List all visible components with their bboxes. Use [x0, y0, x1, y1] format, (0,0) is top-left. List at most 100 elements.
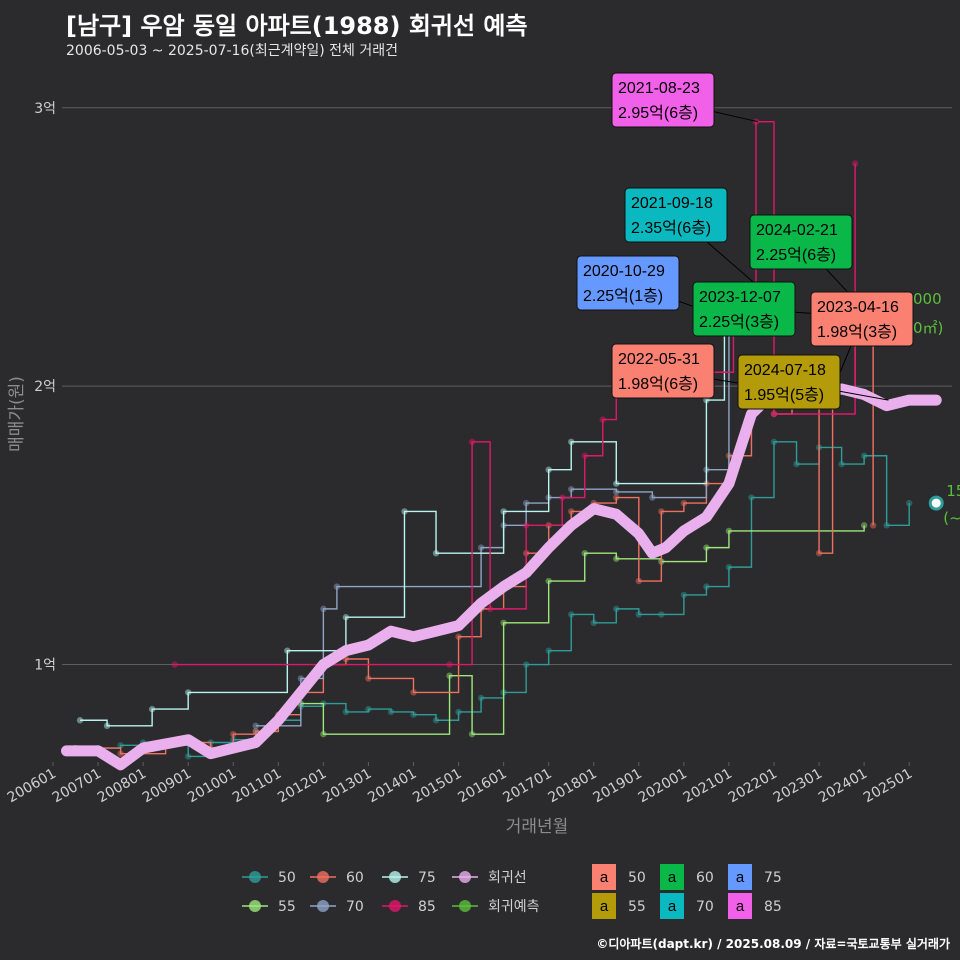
y-tick-label: 3억: [34, 101, 56, 117]
series-point-55: [468, 730, 476, 738]
series-point-50: [477, 694, 485, 702]
regression-layer: [61, 383, 942, 771]
legend-item-50: 50: [242, 870, 296, 886]
legend-marker: [317, 900, 329, 912]
x-tick-label: 201801: [545, 766, 599, 807]
x-tick-label: 200801: [95, 766, 149, 807]
legend-label: 50: [278, 870, 296, 886]
x-tick-label: 202101: [681, 766, 735, 807]
series-point-70: [297, 675, 305, 682]
legend-label: 75: [764, 870, 782, 886]
series-point-70: [649, 494, 656, 501]
callout-value: 2.35억(6층): [631, 219, 711, 237]
legend-item-75: 75: [382, 870, 436, 886]
series-point-75: [342, 614, 350, 621]
series-point-50: [770, 438, 778, 446]
x-tick-label: 202401: [816, 766, 870, 807]
legend-box-glyph: a: [668, 898, 677, 915]
legend-label: 55: [628, 899, 646, 915]
series-point-75: [613, 480, 620, 487]
legend-marker: [389, 871, 401, 883]
x-tick-label: 200701: [50, 766, 104, 807]
series-point-60: [230, 730, 237, 738]
legend-item-회귀예측: 회귀예측: [452, 899, 540, 915]
series-point-85: [486, 605, 494, 613]
series-point-50: [387, 708, 395, 716]
series-point-50: [545, 647, 552, 654]
legend-box-85: a 85: [728, 893, 782, 919]
callout-box: [576, 255, 680, 311]
series-point-50: [635, 611, 643, 618]
series-point-85: [851, 160, 859, 167]
legend-label: 50: [628, 870, 646, 886]
legend-box-70: a 70: [660, 893, 714, 919]
series-point-60: [455, 633, 462, 640]
source-caption: ©디아파트(dapt.kr) / 2025.08.09 / 자료=국토교통부 실…: [596, 937, 950, 951]
callout-date: 2021-09-18: [631, 195, 713, 212]
legend-box-glyph: a: [668, 869, 677, 886]
legend-label: 회귀예측: [488, 899, 540, 915]
series-point-70: [568, 485, 575, 493]
series-point-55: [320, 730, 327, 738]
series-point-50: [793, 460, 800, 468]
callout-value: 2.25억(1층): [583, 287, 663, 305]
series-point-60: [815, 550, 823, 557]
series-point-50: [184, 753, 192, 760]
callout-date: 2024-02-21: [756, 222, 838, 239]
legend-item-55: 55: [242, 899, 296, 915]
series-point-50: [432, 717, 440, 724]
legend-box-glyph: a: [600, 898, 609, 915]
series-point-60: [410, 689, 417, 696]
legend-marker: [249, 900, 261, 912]
regression-line: [61, 383, 942, 771]
series-point-75: [432, 550, 440, 557]
series-point-75: [103, 722, 111, 730]
callout-value: 1.98억(6층): [618, 375, 698, 393]
series-point-85: [770, 410, 778, 418]
legend-label: 85: [418, 899, 436, 915]
x-tick-label: 201501: [410, 766, 464, 807]
series-point-50: [613, 605, 620, 613]
series-point-50: [658, 611, 665, 618]
forecast-layer: 15,800 (~50㎡) 000 0㎡): [913, 290, 960, 527]
series-point-75: [184, 689, 192, 696]
series-point-70: [320, 605, 327, 613]
callout-box: [737, 354, 841, 410]
x-tick-label: 201701: [500, 766, 554, 807]
series-point-70: [477, 544, 485, 551]
legend-item-70: 70: [310, 899, 364, 915]
series-point-55: [860, 522, 868, 529]
series-point-55: [581, 550, 588, 557]
series-point-50: [410, 711, 417, 718]
series-point-50: [680, 591, 688, 599]
series-point-55: [500, 619, 507, 626]
series-point-50: [883, 522, 890, 529]
series-point-85: [559, 494, 566, 501]
callout-box: [749, 214, 853, 270]
legend-box-swatch: [592, 864, 616, 890]
series-point-55: [613, 555, 620, 562]
series-point-85: [522, 522, 530, 529]
legend-box-swatch: [660, 864, 684, 890]
legend-item-60: 60: [310, 870, 364, 886]
series-point-85: [581, 452, 588, 459]
callout-2022-05-31: 2022-05-31 1.98억(6층): [611, 343, 793, 399]
callout-date: 2023-04-16: [817, 299, 899, 316]
callout-date: 2024-07-18: [744, 362, 826, 379]
series-point-85: [599, 416, 606, 423]
callout-date: 2023-12-07: [699, 289, 781, 306]
series-point-85: [468, 438, 476, 446]
series-point-75: [500, 508, 507, 515]
series-line-85: [174, 120, 856, 666]
legend-box-swatch: [728, 864, 752, 890]
series-point-50: [838, 460, 845, 468]
legend-box-swatch: [728, 893, 752, 919]
legend-marker: [317, 871, 329, 883]
legend-box-55: a 55: [592, 893, 646, 919]
y-tick-label: 1억: [34, 658, 56, 674]
series-point-70: [333, 583, 341, 590]
callout-2024-07-18: 2024-07-18 1.95억(5층): [737, 354, 889, 410]
callout-box: [611, 343, 715, 399]
legend-box-glyph: a: [736, 869, 745, 886]
legend-label: 60: [696, 870, 714, 886]
